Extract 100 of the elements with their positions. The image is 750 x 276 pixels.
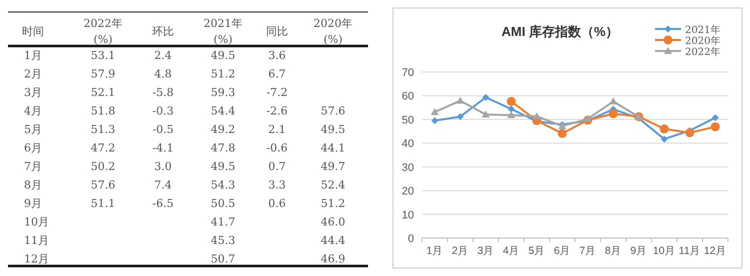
point xyxy=(712,114,719,122)
data-label: 51.2 xyxy=(320,197,346,210)
x-tick-label: 同比 xyxy=(266,25,288,38)
data-label: -6.5 xyxy=(152,197,174,210)
point xyxy=(608,109,618,118)
point xyxy=(685,128,694,138)
y-tick-label: 20 xyxy=(402,186,414,198)
x-tick-label: 6月 xyxy=(554,245,571,257)
data-label: 44.4 xyxy=(320,234,346,247)
data-label: -0.3 xyxy=(152,104,174,118)
data-label: 3.6 xyxy=(268,49,286,62)
legend-label: 2020年 xyxy=(685,35,720,47)
data-label: 50.7 xyxy=(210,252,236,266)
point xyxy=(508,105,515,112)
data-label: 52.1 xyxy=(90,86,116,99)
x-tick-label: 7月 xyxy=(579,245,596,257)
x-tick-label: 3月 xyxy=(477,245,494,257)
point xyxy=(456,96,464,104)
y-tick-label: 11月 xyxy=(24,234,49,247)
data-label: -4.1 xyxy=(152,142,174,154)
data-label: 6.7 xyxy=(268,68,286,80)
data-label: 57.9 xyxy=(90,68,116,80)
point xyxy=(482,110,490,118)
x-tick-label: 2022年 (%) xyxy=(84,17,122,46)
point xyxy=(584,114,592,122)
data-label: 47.2 xyxy=(90,142,116,154)
y-tick-label: 2月 xyxy=(24,68,42,80)
y-tick-label: 4月 xyxy=(24,104,42,118)
point xyxy=(507,111,516,118)
data-label: -7.2 xyxy=(266,86,288,99)
y-tick-label: 60 xyxy=(402,90,414,103)
x-tick-label: 10月 xyxy=(652,245,676,257)
y-tick-label: 9月 xyxy=(24,197,42,210)
x-tick-label: 9月 xyxy=(630,245,648,257)
point xyxy=(431,117,438,124)
x-tick-label: 2021年 (%) xyxy=(204,17,242,46)
y-tick-label: 6月 xyxy=(24,142,42,154)
x-tick-label: 8月 xyxy=(604,245,622,257)
data-label: 49.2 xyxy=(210,123,236,136)
point xyxy=(482,94,490,101)
data-label: 0.6 xyxy=(268,197,286,210)
data-label: 52.4 xyxy=(320,178,346,192)
data-label: 46.0 xyxy=(320,216,346,228)
data-label: 0.7 xyxy=(268,160,286,173)
y-tick-label: 0 xyxy=(408,233,414,245)
y-tick-label: 70 xyxy=(402,67,414,79)
data-label: 50.2 xyxy=(90,160,116,173)
x-tick-label: 1月 xyxy=(426,245,444,257)
data-label: 49.5 xyxy=(210,49,236,62)
point xyxy=(660,124,669,134)
x-tick-label: 11月 xyxy=(678,245,701,257)
data-label: 54.4 xyxy=(210,104,236,118)
data-label: 47.8 xyxy=(210,142,236,154)
point xyxy=(609,97,618,104)
data-label: 51.2 xyxy=(210,68,236,80)
data-label: -0.5 xyxy=(152,123,174,136)
y-tick-label: 5月 xyxy=(24,123,42,136)
x-tick-label: 2020年 (%) xyxy=(314,17,352,46)
data-label: 41.7 xyxy=(210,216,236,228)
data-label: 49.7 xyxy=(320,160,346,173)
data-label: 51.3 xyxy=(90,123,116,136)
data-label: 44.1 xyxy=(320,142,346,154)
data-label: 54.3 xyxy=(210,178,236,192)
legend-label: 2022年 xyxy=(685,46,720,58)
data-label: -2.6 xyxy=(266,104,288,118)
point xyxy=(456,113,464,120)
data-label: 45.3 xyxy=(210,234,236,247)
point xyxy=(506,96,516,106)
data-label: 49.5 xyxy=(210,160,236,173)
point xyxy=(532,112,541,120)
point xyxy=(558,128,567,138)
data-label: 2.1 xyxy=(268,123,286,136)
data-label: 3.3 xyxy=(268,178,286,192)
data-label: 57.6 xyxy=(90,178,116,192)
data-label: 51.8 xyxy=(90,104,116,118)
point xyxy=(710,122,720,132)
point xyxy=(660,136,668,143)
data-label: 46.9 xyxy=(320,252,346,266)
y-tick-label: 7月 xyxy=(24,160,42,173)
data-label: 7.4 xyxy=(154,178,172,192)
data-label: 51.1 xyxy=(90,197,116,210)
point xyxy=(430,108,439,116)
x-tick-label: 2月 xyxy=(452,245,469,257)
y-tick-label: 50 xyxy=(402,114,414,126)
x-tick-label: 环比 xyxy=(152,25,174,38)
x-tick-label: 4月 xyxy=(502,245,520,257)
x-tick-label: 12月 xyxy=(704,245,727,257)
data-label: 57.6 xyxy=(320,104,346,118)
data-label: 50.5 xyxy=(210,197,236,210)
y-tick-label: 3月 xyxy=(24,86,42,99)
data-label: 59.3 xyxy=(210,86,236,99)
y-tick-label: 1月 xyxy=(24,49,42,62)
data-label: 3.0 xyxy=(154,160,172,173)
chart-title: AMI 库存指数（%） xyxy=(502,24,618,39)
y-tick-label: 30 xyxy=(402,162,414,174)
y-tick-label: 8月 xyxy=(24,178,42,192)
data-label: 4.8 xyxy=(154,68,172,80)
data-label: -5.8 xyxy=(152,86,174,99)
x-tick-label: 5月 xyxy=(528,245,546,257)
y-axis-title: 时间 xyxy=(22,25,44,38)
